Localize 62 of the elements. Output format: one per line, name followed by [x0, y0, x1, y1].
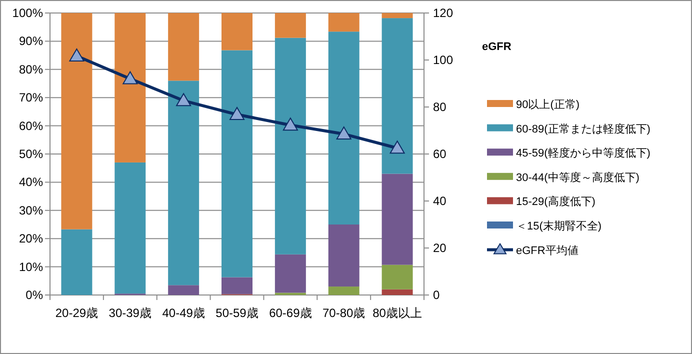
- ytick: 70%: [18, 90, 43, 105]
- bar: [382, 289, 413, 295]
- bar: [222, 50, 252, 278]
- point: [282, 118, 298, 131]
- bar: [328, 32, 360, 224]
- ytick: 20%: [18, 232, 43, 246]
- y2-tick-label: 120: [433, 6, 454, 20]
- legend-label: 45-59(軽度から中等度低下): [516, 146, 650, 160]
- point: [69, 48, 84, 62]
- x-tick-label: 20-29歳: [55, 306, 98, 320]
- bar: [61, 13, 92, 230]
- bar: [222, 277, 252, 294]
- legend-label: 30-44(中等度～高度低下): [516, 170, 640, 184]
- x-tick-label: 80歳以上: [372, 306, 422, 320]
- point: [390, 140, 405, 154]
- bar: [168, 285, 200, 295]
- y2-tick-label: 80: [433, 100, 447, 114]
- point: [122, 71, 138, 84]
- point: [176, 93, 192, 106]
- legend-label: ＜15(末期腎不全): [516, 220, 602, 232]
- ytick: 60%: [18, 118, 43, 133]
- legend-label: 60-89(正常または軽度低下): [516, 122, 650, 136]
- bar: [382, 13, 413, 18]
- ytick: 50%: [18, 147, 43, 161]
- bar: [382, 264, 413, 290]
- bar: [274, 38, 306, 254]
- point: [230, 107, 244, 120]
- legend-label: eGFR平均値: [516, 244, 578, 257]
- ytick: 100%: [12, 6, 43, 20]
- ytick: 90%: [18, 34, 43, 48]
- bar: [222, 13, 252, 50]
- ytick: 40%: [18, 175, 43, 190]
- x-tick-label: 70-80歳: [322, 306, 366, 320]
- point: [336, 126, 352, 140]
- x-tick-label: 60-69歳: [269, 306, 312, 320]
- bar: [328, 286, 360, 295]
- bar: [382, 18, 413, 174]
- bar: [168, 13, 200, 81]
- ytick: 10%: [18, 260, 43, 274]
- y2-tick-label: 0: [433, 288, 440, 302]
- y2-tick-label: 100: [433, 53, 454, 67]
- legend-label: 15-29(高度低下): [516, 195, 596, 208]
- x-tick-label: 40-49歳: [162, 306, 205, 320]
- legend-label: 90以上(正常): [516, 98, 580, 111]
- bar: [274, 254, 306, 293]
- y2-tick-label: 60: [433, 147, 447, 161]
- x-tick-label: 30-39歳: [108, 306, 152, 320]
- bar: [274, 13, 306, 38]
- bar: [382, 174, 413, 265]
- y2-tick-label: 20: [433, 241, 447, 255]
- bar: [328, 13, 360, 32]
- ytick: 0%: [26, 288, 43, 302]
- bar: [61, 229, 92, 295]
- x-tick-label: 50-59歳: [216, 306, 258, 320]
- y2-tick-label: 40: [433, 194, 447, 208]
- bar: [114, 162, 146, 294]
- bar: [328, 224, 360, 287]
- ytick: 80%: [18, 62, 43, 76]
- bar: [168, 80, 200, 286]
- ytick: 30%: [18, 203, 43, 218]
- legend-title: eGFR: [482, 41, 512, 53]
- bar: [114, 13, 146, 162]
